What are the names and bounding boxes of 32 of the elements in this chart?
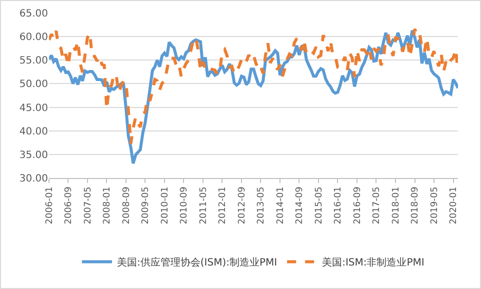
x-tick-label: 2018-09 [410, 186, 421, 224]
x-tick-label: 2018-01 [391, 186, 402, 224]
x-tick-label: 2013-05 [256, 186, 267, 224]
x-tick-label: 2014-01 [276, 186, 286, 224]
x-tick-label: 2010-09 [180, 186, 190, 224]
x-tick-label: 2015-05 [314, 186, 324, 224]
y-tick-label: 30.00 [19, 174, 48, 184]
x-tick-label: 2017-05 [372, 186, 382, 224]
y-tick-label: 35.00 [19, 150, 48, 161]
y-tick-label: 40.00 [19, 126, 48, 138]
x-tick-label: 2014-09 [295, 186, 306, 224]
x-tick-label: 2016-01 [334, 186, 344, 224]
x-tick-label: 2008-01 [102, 186, 113, 224]
x-tick-label: 2006-09 [64, 186, 74, 224]
x-tick-label: 2009-05 [141, 186, 152, 224]
x-tick-label: 2012-01 [218, 186, 228, 224]
legend-label: 美国:ISM:非制造业PMI [322, 256, 424, 269]
x-tick-label: 2012-09 [237, 186, 248, 224]
x-tick-label: 2006-01 [44, 186, 55, 224]
x-tick-label: 2020-01 [449, 186, 460, 224]
x-tick-label: 2019-05 [430, 186, 440, 224]
y-tick-label: 55.00 [19, 56, 48, 67]
y-tick-label: 50.00 [19, 79, 48, 90]
y-tick-label: 45.00 [19, 102, 48, 114]
x-tick-label: 2008-09 [122, 186, 132, 224]
x-tick-label: 2011-05 [198, 186, 209, 224]
x-tick-label: 2007-05 [83, 186, 94, 224]
y-tick-label: 65.00 [19, 8, 48, 20]
x-tick-label: 2016-09 [352, 186, 363, 224]
y-tick-label: 60.00 [19, 32, 48, 44]
x-tick-label: 2010-01 [160, 186, 170, 224]
legend-label: 美国:供应管理协会(ISM):制造业PMI [117, 256, 278, 269]
